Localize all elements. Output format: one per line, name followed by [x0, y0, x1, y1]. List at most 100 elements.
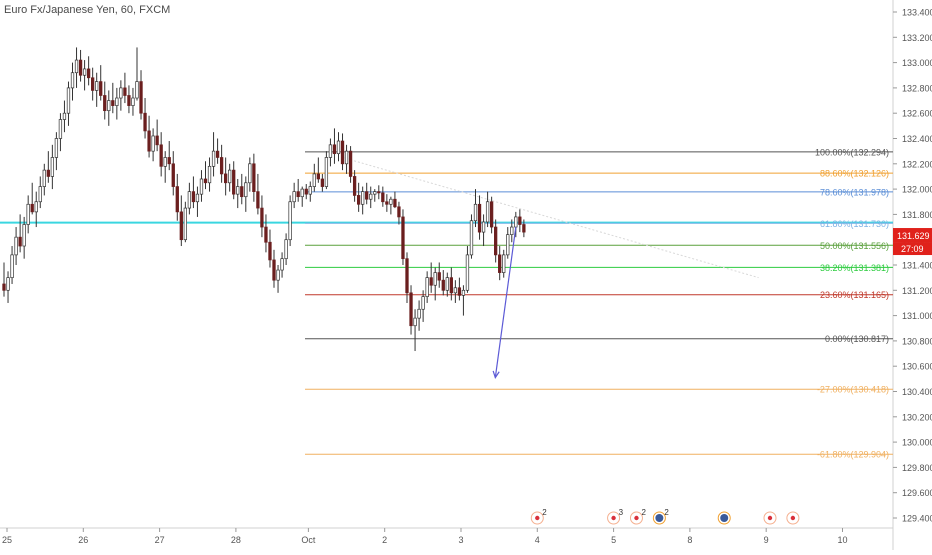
- plot-area: [0, 0, 893, 528]
- candle-body: [240, 186, 244, 198]
- candle-body: [344, 150, 349, 165]
- y-tick-label: 130.000: [902, 438, 932, 448]
- candle-body: [215, 150, 220, 158]
- candle-body: [147, 130, 151, 152]
- x-tick-label: 5: [611, 535, 616, 545]
- x-tick-label: 8: [687, 535, 692, 545]
- candle-body: [469, 220, 474, 256]
- candle-body: [304, 188, 308, 195]
- candle-body: [2, 283, 6, 291]
- candle-body: [506, 234, 510, 256]
- candle-body: [199, 178, 204, 195]
- fib-level-label: 78.60%(131.978): [820, 187, 889, 197]
- candle-body: [131, 97, 135, 106]
- candle-body: [175, 186, 179, 213]
- y-tick-label: 132.400: [902, 134, 932, 144]
- candle-body: [465, 254, 470, 291]
- fib-level-label: 50.00%(131.556): [820, 241, 889, 251]
- y-tick-label: 131.800: [902, 210, 932, 220]
- candle-body: [405, 258, 409, 294]
- candle-body: [514, 216, 518, 228]
- candle-body: [421, 296, 425, 310]
- candle-body: [498, 254, 502, 273]
- candle-body: [111, 100, 115, 106]
- y-tick-label: 132.600: [902, 109, 932, 119]
- candle-body: [425, 277, 429, 297]
- candle-body: [207, 165, 212, 184]
- candle-body: [369, 193, 373, 200]
- candle-body: [461, 289, 466, 296]
- candle-body: [481, 221, 486, 233]
- x-tick-label: 9: [764, 535, 769, 545]
- fib-level-label: 61.80%(131.730): [820, 219, 889, 229]
- event-count: 3: [619, 508, 624, 517]
- candle-body: [485, 201, 490, 223]
- fib-level-label: -61.80%(129.904): [817, 450, 889, 460]
- projection-arrow: [494, 226, 517, 378]
- y-tick-label: 129.600: [902, 488, 932, 498]
- candle-body: [219, 157, 224, 175]
- candle-body: [30, 203, 34, 213]
- candle-body: [280, 258, 284, 271]
- candle-body: [163, 157, 167, 167]
- candle-body: [296, 191, 300, 198]
- x-tick-label: 4: [535, 535, 540, 545]
- candle-body: [248, 163, 252, 184]
- price-tag-price: 131.629: [897, 231, 930, 241]
- x-tick-label: Oct: [301, 535, 316, 545]
- candle-body: [159, 144, 163, 167]
- x-tick-label: 28: [231, 535, 241, 545]
- y-tick-label: 130.400: [902, 387, 932, 397]
- projection-arrow-head: [492, 370, 500, 379]
- candle-body: [449, 277, 453, 294]
- candle-body: [95, 81, 99, 91]
- candle-body: [107, 100, 111, 112]
- candle-body: [187, 191, 192, 209]
- candle-body: [502, 254, 506, 273]
- candle-body: [361, 191, 365, 205]
- y-tick-label: 133.200: [902, 33, 932, 43]
- candle-body: [171, 163, 175, 187]
- candle-body: [103, 95, 107, 112]
- candle-body: [320, 178, 325, 187]
- candle-body: [119, 87, 123, 99]
- candle-body: [86, 68, 91, 79]
- y-tick-label: 130.600: [902, 362, 932, 372]
- event-marker-dot: [790, 515, 796, 521]
- candle-body: [316, 173, 320, 180]
- x-tick-label: 25: [2, 535, 12, 545]
- candle-body: [348, 150, 353, 177]
- y-tick-label: 132.800: [902, 83, 932, 93]
- candle-body: [389, 198, 393, 205]
- candle-body: [510, 226, 514, 235]
- candle-body: [228, 169, 232, 184]
- y-tick-label: 129.400: [902, 514, 932, 524]
- candle-body: [38, 186, 42, 203]
- candle-body: [429, 277, 433, 286]
- candle-body: [135, 81, 139, 99]
- event-count: 2: [664, 508, 669, 517]
- candle-body: [356, 195, 361, 205]
- y-tick-label: 132.000: [902, 185, 932, 195]
- fib-level-label: 100.00%(132.294): [815, 147, 889, 157]
- candle-body: [522, 224, 526, 233]
- candle-body: [308, 186, 312, 195]
- candle-body: [401, 216, 405, 260]
- candle-body: [183, 207, 188, 241]
- price-tag-box: [893, 228, 932, 243]
- fib-level-label: 0.00%(130.817): [825, 334, 889, 344]
- event-flag-fill: [655, 514, 664, 522]
- fib-level-label: -27.00%(130.418): [817, 385, 889, 395]
- y-tick-label: 130.800: [902, 336, 932, 346]
- candle-body: [494, 226, 498, 256]
- price-tag-countdown: 27:09: [901, 244, 924, 254]
- candle-body: [54, 138, 59, 158]
- x-tick-label: 27: [155, 535, 165, 545]
- candle-body: [284, 239, 288, 260]
- candle-body: [385, 201, 389, 205]
- candle-body: [409, 292, 413, 327]
- symbol-title: Euro Fx/Japanese Yen, 60, FXCM: [4, 4, 171, 16]
- candle-body: [260, 207, 264, 228]
